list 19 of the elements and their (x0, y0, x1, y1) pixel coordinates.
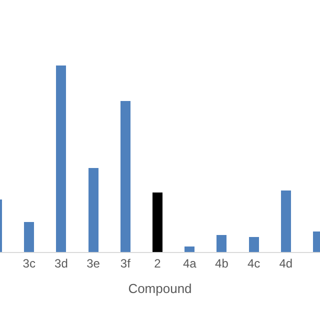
x-tick-label: 4c (247, 256, 260, 270)
bar (280, 190, 291, 252)
x-tick-label: 3c (22, 256, 36, 270)
x-tick-label: 2 (154, 256, 162, 270)
x-tick-label: 4d (279, 256, 293, 270)
bar (248, 237, 259, 252)
bar (120, 100, 130, 252)
bar (88, 168, 98, 252)
x-tick-label: 3d (54, 256, 68, 270)
x-tick-label: 3f (120, 256, 132, 270)
x-axis-title: Compound (128, 281, 192, 296)
bar (184, 246, 195, 252)
bar (24, 222, 34, 252)
x-tick-label: 4a (182, 256, 197, 270)
bar (216, 235, 227, 252)
bar (56, 65, 66, 252)
x-tick-label: 3e (86, 256, 100, 270)
bar (152, 192, 162, 252)
x-tick-label: 4b (215, 256, 229, 270)
